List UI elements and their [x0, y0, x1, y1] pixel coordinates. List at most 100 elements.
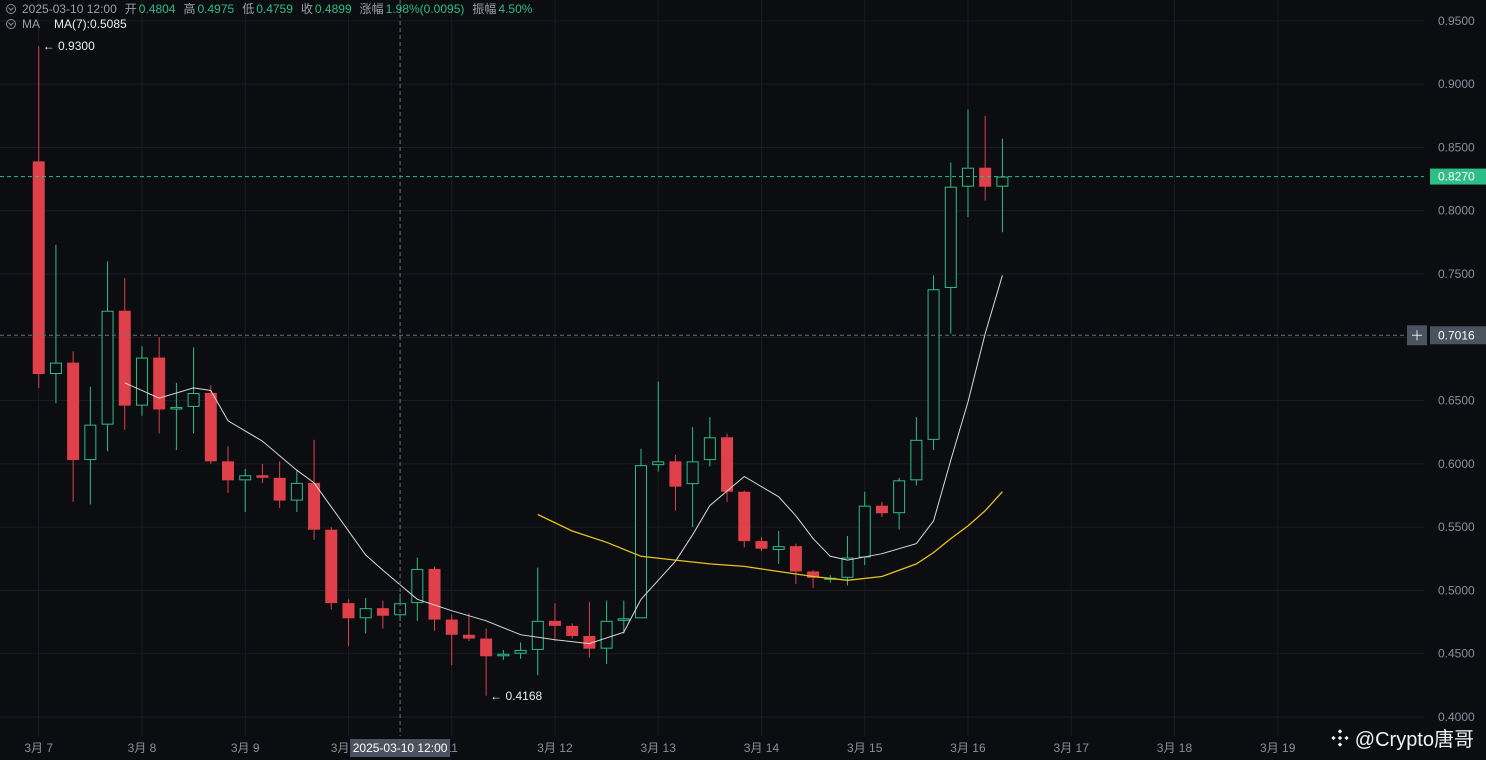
candle: [875, 501, 888, 518]
candle-body: [755, 541, 768, 549]
candle: [204, 385, 217, 464]
watermark: @Crypto唐哥: [1331, 723, 1474, 752]
candle-body: [927, 289, 940, 440]
x-tick-label: 3月 14: [744, 741, 780, 755]
x-tick-label: 3月 19: [1260, 741, 1296, 755]
candle: [548, 603, 561, 642]
candle: [738, 490, 751, 548]
binance-logo-icon: [1331, 728, 1349, 747]
candle: [411, 557, 424, 621]
candle-body: [807, 571, 820, 578]
candle-body: [445, 619, 458, 635]
candle: [342, 599, 355, 647]
low-value: 0.4759: [256, 1, 293, 16]
candle: [944, 162, 957, 334]
x-tick-label: 3月 9: [231, 741, 260, 755]
y-tick-label: 0.6500: [1438, 394, 1475, 408]
candle-body: [411, 568, 424, 604]
candle-body: [308, 482, 321, 530]
high-label: 高: [183, 2, 196, 16]
open-value: 0.4804: [138, 1, 176, 16]
candle-body: [514, 649, 527, 654]
candle: [118, 277, 131, 430]
candle-body: [170, 406, 183, 410]
x-tick-label: 3月 8: [128, 741, 157, 755]
candle: [187, 347, 200, 434]
candle-body: [669, 461, 682, 487]
candle: [893, 477, 906, 530]
candle: [583, 601, 596, 658]
x-tick-label: 3月 18: [1157, 741, 1193, 755]
candle: [67, 351, 80, 502]
high-value: 0.4975: [197, 1, 235, 16]
y-tick-label: 0.4500: [1438, 647, 1475, 661]
candle-body: [462, 634, 475, 639]
candle: [703, 417, 716, 467]
candle-body: [67, 362, 80, 461]
candle: [497, 649, 510, 661]
candle: [652, 381, 665, 472]
candle-body: [961, 167, 974, 187]
crosshair-time-label: 2025-03-10 12:00: [353, 741, 448, 755]
candle: [635, 448, 648, 619]
candle: [376, 600, 389, 629]
candle-body: [118, 310, 131, 406]
candle-body: [566, 625, 579, 637]
candle: [239, 468, 252, 512]
y-tick-label: 0.9500: [1438, 14, 1475, 28]
candle-body: [273, 477, 286, 501]
candle: [841, 536, 854, 586]
collapse-chevron-icon[interactable]: [6, 3, 16, 14]
candle: [49, 244, 62, 404]
candle-body: [979, 167, 992, 187]
candle-body: [789, 546, 802, 572]
candle: [617, 600, 630, 634]
candle-body: [359, 608, 372, 619]
candle: [84, 386, 97, 505]
candle: [359, 598, 372, 634]
candle-body: [738, 491, 751, 542]
candle: [600, 600, 613, 664]
candle-body: [222, 461, 235, 481]
ma-indicator-name[interactable]: MA: [22, 17, 40, 31]
crosshair-price-tag: [1430, 326, 1486, 345]
candle: [686, 427, 699, 528]
close-value: 0.4899: [314, 1, 352, 16]
candle: [101, 261, 114, 452]
candle: [256, 463, 269, 483]
candle-body: [721, 437, 734, 492]
candle-body: [583, 636, 596, 649]
y-tick-label: 0.8000: [1438, 204, 1475, 218]
crosshair-price-label: 0.7016: [1438, 328, 1475, 342]
x-tick-label: 3月 7: [24, 741, 53, 755]
candle-body: [772, 546, 785, 550]
current-price-label: 0.8270: [1438, 170, 1475, 184]
x-tick-label: 3月 12: [537, 741, 573, 755]
candle: [789, 543, 802, 585]
ma-header: MA MA(7):0.5085: [6, 17, 127, 31]
candle: [32, 46, 45, 388]
candle-body: [841, 557, 854, 578]
y-tick-label: 0.6000: [1438, 457, 1475, 471]
watermark-text: @Crypto唐哥: [1354, 729, 1474, 751]
y-tick-label: 0.9000: [1438, 77, 1475, 91]
candle-body: [239, 475, 252, 481]
ma-collapse-icon[interactable]: [6, 19, 16, 29]
high-price-marker: ← 0.9300: [43, 39, 95, 53]
candle: [290, 470, 303, 512]
candle-body: [635, 465, 648, 619]
close-label: 收: [300, 2, 313, 16]
candle-body: [858, 505, 871, 558]
candle-datetime: 2025-03-10 12:00: [22, 1, 117, 16]
y-tick-label: 0.5500: [1438, 520, 1475, 534]
crosshair-time-tag: [350, 739, 451, 757]
candle: [807, 570, 820, 588]
candle-body: [290, 482, 303, 501]
plus-icon: [1412, 330, 1422, 341]
candle-body: [32, 161, 45, 375]
ma7-value: MA(7):0.5085: [54, 17, 127, 31]
candle-body: [600, 620, 613, 649]
candle-body: [480, 638, 493, 657]
y-tick-label: 0.4000: [1438, 710, 1475, 724]
